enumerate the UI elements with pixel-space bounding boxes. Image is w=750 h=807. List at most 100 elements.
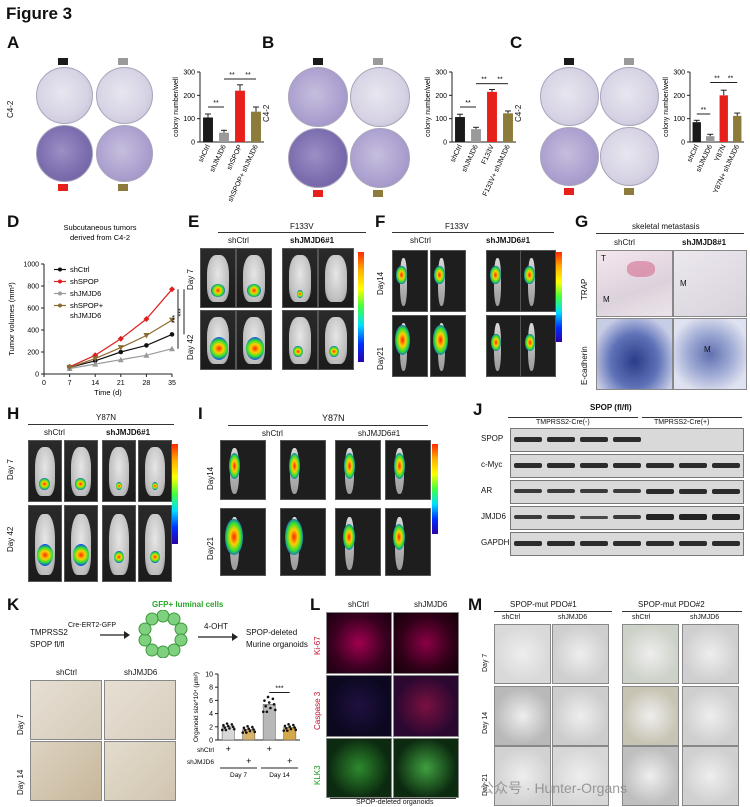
legend-square-olive bbox=[373, 190, 383, 197]
data-point bbox=[169, 317, 175, 324]
luminescence-signal bbox=[228, 452, 241, 479]
trap-positive-region bbox=[627, 261, 655, 277]
bar bbox=[455, 117, 465, 142]
bioluminescence-image bbox=[392, 250, 428, 312]
luminescence-signal bbox=[490, 266, 501, 284]
y-tick-label: 200 bbox=[673, 93, 685, 100]
bar bbox=[503, 113, 513, 142]
panel-label-i: I bbox=[198, 404, 203, 423]
luminescence-signal bbox=[393, 452, 406, 479]
legend-marker bbox=[58, 267, 62, 272]
panel-k-result1: SPOP-deleted bbox=[246, 628, 298, 637]
data-point bbox=[169, 332, 175, 337]
panel-i-group2: shJMJD6#1 bbox=[358, 429, 401, 438]
panel-h-group1: shCtrl bbox=[44, 428, 65, 437]
y-tick-label: 0 bbox=[209, 738, 213, 745]
organoid-brightfield bbox=[30, 680, 102, 740]
data-point bbox=[92, 361, 99, 367]
data-point bbox=[169, 286, 175, 293]
blot-band bbox=[547, 540, 575, 546]
panel-f-row1: Day14 bbox=[376, 271, 385, 295]
legend-square-gray bbox=[373, 58, 383, 65]
bioluminescence-image bbox=[282, 248, 318, 308]
data-point bbox=[241, 731, 245, 734]
legend-square-gray bbox=[624, 58, 634, 65]
luminescence-signal bbox=[342, 523, 355, 550]
panel-label-a: A bbox=[7, 33, 20, 52]
x-tick-label: 28 bbox=[143, 380, 151, 387]
legend-square-olive bbox=[624, 188, 634, 195]
panel-k-col2: shJMJD6 bbox=[124, 668, 158, 677]
trap-stain-image: M bbox=[673, 250, 747, 317]
panel-e-group2: shJMJD6#1 bbox=[290, 236, 335, 245]
data-point bbox=[225, 722, 229, 725]
data-point bbox=[283, 724, 287, 728]
pdo-brightfield bbox=[682, 686, 739, 746]
panel-k-row1: Day 7 bbox=[16, 714, 25, 735]
blot-row-label: AR bbox=[481, 486, 493, 495]
category-label: shSPOP+ shJMJD6 bbox=[227, 144, 260, 203]
marrow-mark: M bbox=[603, 295, 610, 304]
data-point bbox=[144, 343, 149, 348]
blot-band bbox=[547, 489, 575, 493]
panel-label-g: G bbox=[575, 212, 589, 231]
plus-sign: + bbox=[267, 744, 272, 754]
organoid-brightfield bbox=[30, 741, 102, 801]
category-label: shCtrl bbox=[450, 143, 464, 163]
blot-band bbox=[679, 514, 707, 520]
luminescence-signal bbox=[151, 481, 159, 491]
panel-m-col4: shJMJD6 bbox=[690, 614, 720, 621]
data-point bbox=[271, 697, 275, 701]
significance-label: *** bbox=[172, 315, 179, 323]
bar bbox=[733, 115, 742, 142]
panel-m-bracket-1 bbox=[494, 611, 612, 612]
blot-band bbox=[613, 540, 641, 546]
mouse-silhouette bbox=[289, 254, 311, 303]
data-point bbox=[118, 349, 124, 355]
y-axis-label: colony number/well bbox=[425, 77, 432, 137]
y-tick-label: 0 bbox=[35, 372, 39, 379]
blot-band bbox=[646, 462, 674, 468]
panel-g-title: skeletal metastasis bbox=[632, 222, 700, 231]
chart-title-line1: Subcutaneous tumors bbox=[64, 223, 137, 232]
significance-label: ** bbox=[497, 77, 503, 84]
bioluminescence-image bbox=[64, 505, 98, 582]
luminescence-signal bbox=[285, 518, 303, 556]
blot-band bbox=[580, 515, 608, 519]
pdo-brightfield bbox=[494, 686, 551, 746]
legend-marker bbox=[58, 291, 62, 296]
data-point bbox=[66, 364, 73, 371]
y-tick-label: 300 bbox=[673, 70, 685, 77]
panel-m-col3: shCtrl bbox=[632, 614, 651, 621]
organoid-ring-icon bbox=[138, 610, 188, 658]
panel-e-row2: Day 42 bbox=[186, 334, 195, 360]
marrow-mark: M bbox=[704, 345, 711, 354]
mouse-silhouette bbox=[144, 513, 166, 575]
pdo-brightfield bbox=[552, 746, 609, 806]
significance-label: ** bbox=[213, 100, 219, 107]
figure-title: Figure 3 bbox=[6, 4, 73, 23]
blot-band bbox=[547, 462, 575, 468]
bioluminescence-image bbox=[102, 440, 136, 502]
bioluminescence-image bbox=[200, 310, 236, 370]
panel-label-m: M bbox=[468, 595, 483, 614]
bar bbox=[471, 129, 481, 142]
data-point bbox=[248, 729, 252, 733]
luminescence-colorbar bbox=[432, 444, 438, 534]
data-point bbox=[242, 726, 246, 730]
colony-dish bbox=[600, 127, 659, 186]
arrow-icon bbox=[100, 631, 130, 639]
legend-label: shCtrl bbox=[70, 265, 90, 274]
y-tick-label: 100 bbox=[435, 116, 447, 123]
luminescence-signal bbox=[329, 345, 340, 358]
y-tick-label: 0 bbox=[681, 140, 685, 147]
x-tick-label: 14 bbox=[91, 380, 99, 387]
panel-label-b: B bbox=[262, 33, 275, 52]
significance-label: *** bbox=[275, 685, 283, 692]
legend-square-red bbox=[58, 184, 68, 191]
category-label: shJMJD6 bbox=[461, 144, 480, 173]
blot-band bbox=[547, 515, 575, 519]
data-point bbox=[289, 727, 293, 731]
